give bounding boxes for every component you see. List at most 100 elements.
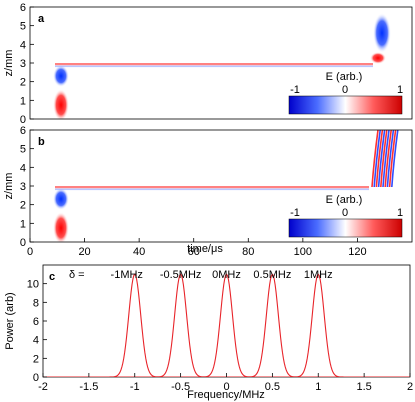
panel-b-input-pulse-upper bbox=[53, 188, 69, 210]
panel-b-y-axis: 0 1 2 3 4 5 6 bbox=[20, 125, 34, 249]
panel-c-series-label: 0.5MHz bbox=[253, 269, 291, 281]
panel-b-chirp-stripe bbox=[391, 130, 399, 188]
panel-b-chirp-stripe bbox=[386, 130, 395, 188]
panel-b-xtick-label: 60 bbox=[188, 246, 200, 258]
panel-c-xlabel: Frequency/MHz bbox=[187, 389, 265, 401]
panel-c-xtick-label: -1 bbox=[130, 381, 140, 393]
panel-c-series-line bbox=[43, 273, 410, 377]
panel-b-input-pulse-lower bbox=[53, 212, 69, 242]
panel-b-ytick-label: 3 bbox=[20, 181, 26, 193]
panel-b: b 0 1 2 3 4 5 6 0 20 40 60 80 100 120 z/mm time/μs E… bbox=[3, 125, 413, 258]
panel-c-xtick-label: 0 bbox=[223, 381, 229, 393]
panel-c-series-label: -0.5MHz bbox=[160, 269, 202, 281]
panel-b-colorbar-bar bbox=[288, 218, 403, 238]
panel-b-colorbar-title: E (arb.) bbox=[326, 194, 363, 206]
panel-c-series-line bbox=[43, 273, 410, 377]
panel-c-ytick-label: 10 bbox=[27, 279, 39, 291]
panel-c-label: c bbox=[49, 271, 55, 283]
panel-a-ytick-label: 2 bbox=[20, 77, 26, 89]
panel-b-chirp-stripe bbox=[382, 130, 390, 188]
panel-c-ytick-label: 4 bbox=[33, 335, 39, 347]
panel-b-xtick-label: 40 bbox=[133, 246, 145, 258]
panel-b-chirp-stripe bbox=[375, 130, 384, 188]
panel-b-colorbar-tick-mid: 0 bbox=[342, 207, 348, 219]
panel-a-input-pulse-upper bbox=[53, 65, 69, 87]
panel-c-xtick-label: -0.5 bbox=[171, 381, 190, 393]
panel-a-heatmap bbox=[53, 13, 391, 119]
panel-a-colorbar-bar bbox=[288, 95, 403, 115]
panel-b-ylabel: z/mm bbox=[3, 173, 15, 200]
panel-c-xtick-label: 0.5 bbox=[265, 381, 280, 393]
panel-c-xtick-label: 2 bbox=[407, 381, 413, 393]
panel-a-colorbar-tick-min: -1 bbox=[290, 84, 300, 96]
panel-b-colorbar-tick-max: 1 bbox=[397, 207, 403, 219]
panel-a-y-axis: 0 1 2 3 4 5 6 bbox=[20, 2, 34, 126]
panel-b-xtick-label: 100 bbox=[294, 246, 312, 258]
panel-c-ytick-label: 0 bbox=[33, 372, 39, 384]
panel-b-label: b bbox=[38, 136, 45, 148]
panel-b-colorbar-tick-min: -1 bbox=[290, 207, 300, 219]
panel-c-curves bbox=[43, 273, 410, 377]
panel-a-ytick-label: 4 bbox=[20, 39, 26, 51]
panel-a-label: a bbox=[38, 13, 45, 25]
panel-a-stored-excitation-red bbox=[55, 63, 373, 66]
panel-c-series-label: 1MHz bbox=[304, 269, 333, 281]
panel-b-ytick-label: 4 bbox=[20, 162, 26, 174]
panel-a-ylabel: z/mm bbox=[3, 50, 15, 77]
panel-c-x-axis: -2 -1.5 -1 -0.5 0 0.5 1 1.5 2 bbox=[38, 373, 413, 393]
panel-b-xtick-label: 0 bbox=[27, 246, 33, 258]
panel-b-heatmap bbox=[53, 130, 399, 242]
panel-c-ytick-label: 2 bbox=[33, 353, 39, 365]
panel-c-series-label: -1MHz bbox=[111, 269, 143, 281]
panel-c-xtick-label: 1.5 bbox=[356, 381, 371, 393]
panel-c-series-line bbox=[43, 273, 410, 377]
panel-c-ytick-label: 8 bbox=[33, 297, 39, 309]
panel-c-series-line bbox=[43, 273, 410, 377]
panel-c-ytick-label: 6 bbox=[33, 316, 39, 328]
panel-b-chirp-stripe bbox=[388, 130, 397, 188]
panel-b-chirp-stripe bbox=[384, 130, 392, 188]
panel-b-ytick-label: 1 bbox=[20, 218, 26, 230]
panel-c-ylabel: Power (arb) bbox=[4, 292, 16, 349]
panel-b-chirp-stripe bbox=[371, 130, 379, 188]
panel-a-ytick-label: 6 bbox=[20, 2, 26, 14]
panel-a-output-red bbox=[370, 52, 386, 64]
panel-a-input-pulse-lower bbox=[53, 89, 69, 119]
panel-b-ytick-label: 6 bbox=[20, 125, 26, 137]
panel-a-stored-excitation-blue bbox=[55, 65, 373, 68]
panel-b-xtick-label: 80 bbox=[242, 246, 254, 258]
panel-b-ytick-label: 2 bbox=[20, 200, 26, 212]
panel-c-xtick-label: 1 bbox=[315, 381, 321, 393]
panel-b-ytick-label: 0 bbox=[20, 237, 26, 249]
panel-b-chirp-stripe bbox=[373, 130, 381, 188]
panel-a-ytick-label: 3 bbox=[20, 58, 26, 70]
panel-c-series-line bbox=[43, 273, 410, 377]
panel-a-colorbar-tick-max: 1 bbox=[397, 84, 403, 96]
panel-c-series-label: 0MHz bbox=[212, 269, 241, 281]
panel-b-chirp-stripe bbox=[377, 130, 386, 188]
panel-c-xtick-label: -2 bbox=[38, 381, 48, 393]
panel-a-ytick-label: 1 bbox=[20, 95, 26, 107]
panel-b-colorbar: E (arb.) -1 0 1 bbox=[288, 194, 403, 238]
panel-a-colorbar-title: E (arb.) bbox=[326, 71, 363, 83]
panel-b-stored-excitation-blue bbox=[55, 188, 369, 191]
panel-c-y-axis: 0 2 4 6 8 10 bbox=[27, 279, 47, 384]
panel-b-chirped-output bbox=[371, 130, 399, 188]
panel-b-chirp-stripe bbox=[380, 130, 388, 188]
panel-c-delta-prefix: δ = bbox=[69, 269, 85, 281]
panel-b-stored-excitation-red bbox=[55, 186, 369, 189]
panel-c: c δ = -1MHz -0.5MHz 0MHz 0.5MHz 1MHz 0246810… bbox=[4, 264, 413, 401]
panel-b-x-axis: 0 20 40 60 80 100 120 bbox=[27, 238, 367, 258]
panel-c-frame bbox=[42, 264, 411, 378]
panel-a-ytick-label: 0 bbox=[20, 114, 26, 126]
panel-a-colorbar: E (arb.) -1 0 1 bbox=[288, 71, 403, 115]
panel-a-output-blue bbox=[373, 13, 391, 53]
panel-b-ytick-label: 5 bbox=[20, 144, 26, 156]
panel-c-xtick-label: -1.5 bbox=[79, 381, 98, 393]
panel-b-xlabel: time/μs bbox=[187, 243, 223, 255]
panel-b-xtick-label: 120 bbox=[348, 246, 366, 258]
panel-c-series-labels: -1MHz -0.5MHz 0MHz 0.5MHz 1MHz bbox=[111, 269, 333, 281]
panel-b-xtick-label: 20 bbox=[78, 246, 90, 258]
panel-a-colorbar-tick-mid: 0 bbox=[342, 84, 348, 96]
